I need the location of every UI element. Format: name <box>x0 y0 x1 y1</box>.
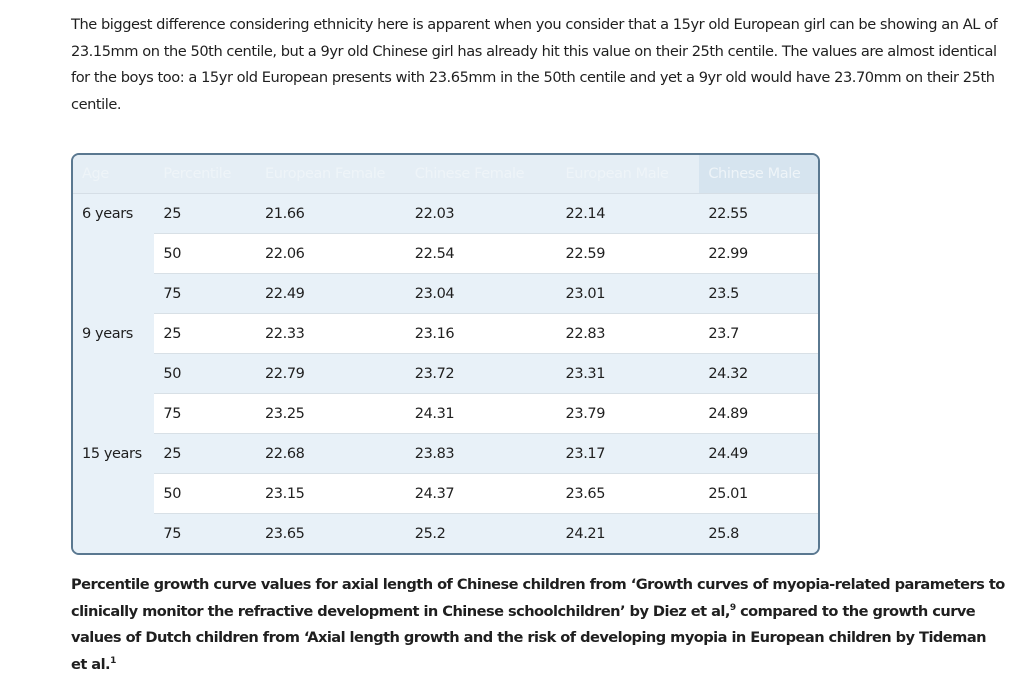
european-male-cell: 22.14 <box>556 193 700 234</box>
european-female-cell: 22.06 <box>255 233 406 274</box>
chinese-female-cell: 23.83 <box>405 433 557 474</box>
table-row: 50 22.06 22.54 22.59 22.99 <box>73 233 818 274</box>
caption-reference-1[interactable]: 1 <box>110 655 116 666</box>
table-row: 9 years 25 22.33 23.16 22.83 23.7 <box>73 313 818 434</box>
intro-paragraph: The biggest difference considering ethni… <box>71 16 998 113</box>
percentile-cell: 75 <box>154 513 256 553</box>
chinese-male-cell: 24.49 <box>699 433 818 474</box>
european-male-cell: 22.59 <box>556 233 700 274</box>
chinese-male-cell: 23.7 <box>699 313 818 354</box>
chinese-male-cell: 24.32 <box>699 353 818 394</box>
table-row: 75 23.65 25.2 24.21 25.8 <box>73 513 818 553</box>
header-european-female: European Female <box>255 155 406 194</box>
table-row: 75 23.25 24.31 23.79 24.89 <box>73 393 818 434</box>
percentile-cell: 75 <box>154 273 256 314</box>
age-cell: 15 years <box>73 433 155 553</box>
european-female-cell: 22.79 <box>255 353 406 394</box>
european-female-cell: 23.25 <box>255 393 406 434</box>
table-row: 50 22.79 23.72 23.31 24.32 <box>73 353 818 394</box>
chinese-male-cell: 22.55 <box>699 193 818 234</box>
european-male-cell: 22.83 <box>556 313 700 354</box>
chinese-female-cell: 22.03 <box>405 193 557 234</box>
caption-reference-9[interactable]: 9 <box>729 602 736 613</box>
chinese-female-cell: 22.54 <box>405 233 557 274</box>
table-row: 50 23.15 24.37 23.65 25.01 <box>73 473 818 514</box>
european-male-cell: 23.65 <box>556 473 700 514</box>
header-age: Age <box>73 155 155 194</box>
table-row: 75 22.49 23.04 23.01 23.5 <box>73 273 818 314</box>
header-percentile: Percentile <box>154 155 256 194</box>
chinese-male-cell: 25.01 <box>699 473 818 514</box>
european-male-cell: 23.79 <box>556 393 700 434</box>
table-caption: Percentile growth curve values for axial… <box>71 572 1006 678</box>
percentile-cell: 75 <box>154 393 256 434</box>
header-chinese-male: Chinese Male <box>699 155 818 194</box>
age-cell: 6 years <box>73 193 155 314</box>
axial-length-table: Age Percentile European Female Chinese F… <box>71 153 820 555</box>
percentile-cell: 25 <box>154 193 256 234</box>
caption-text-part1: Percentile growth curve values for axial… <box>71 576 1005 620</box>
chinese-male-cell: 25.8 <box>699 513 818 553</box>
european-male-cell: 24.21 <box>556 513 700 553</box>
european-male-cell: 23.31 <box>556 353 700 394</box>
european-male-cell: 23.01 <box>556 273 700 314</box>
chinese-male-cell: 23.5 <box>699 273 818 314</box>
table-row: 6 years 25 21.66 22.03 22.14 22.55 <box>73 193 818 314</box>
table-header-row: Age Percentile European Female Chinese F… <box>73 155 818 194</box>
table-row: 15 years 25 22.68 23.83 23.17 24.49 <box>73 433 818 553</box>
chinese-female-cell: 23.04 <box>405 273 557 314</box>
european-female-cell: 22.33 <box>255 313 406 354</box>
european-male-cell: 23.17 <box>556 433 700 474</box>
european-female-cell: 23.65 <box>255 513 406 553</box>
chinese-female-cell: 25.2 <box>405 513 557 553</box>
chinese-female-cell: 24.37 <box>405 473 557 514</box>
chinese-male-cell: 24.89 <box>699 393 818 434</box>
percentile-cell: 25 <box>154 313 256 354</box>
age-cell: 9 years <box>73 313 155 434</box>
european-female-cell: 22.68 <box>255 433 406 474</box>
european-female-cell: 21.66 <box>255 193 406 234</box>
european-female-cell: 22.49 <box>255 273 406 314</box>
header-european-male: European Male <box>556 155 700 194</box>
header-chinese-female: Chinese Female <box>405 155 557 194</box>
chinese-female-cell: 24.31 <box>405 393 557 434</box>
chinese-female-cell: 23.72 <box>405 353 557 394</box>
percentile-cell: 25 <box>154 433 256 474</box>
percentile-cell: 50 <box>154 353 256 394</box>
chinese-female-cell: 23.16 <box>405 313 557 354</box>
caption-text-part2: compared to the growth curve values of D… <box>71 602 987 673</box>
percentile-cell: 50 <box>154 473 256 514</box>
chinese-male-cell: 22.99 <box>699 233 818 274</box>
percentile-cell: 50 <box>154 233 256 274</box>
european-female-cell: 23.15 <box>255 473 406 514</box>
